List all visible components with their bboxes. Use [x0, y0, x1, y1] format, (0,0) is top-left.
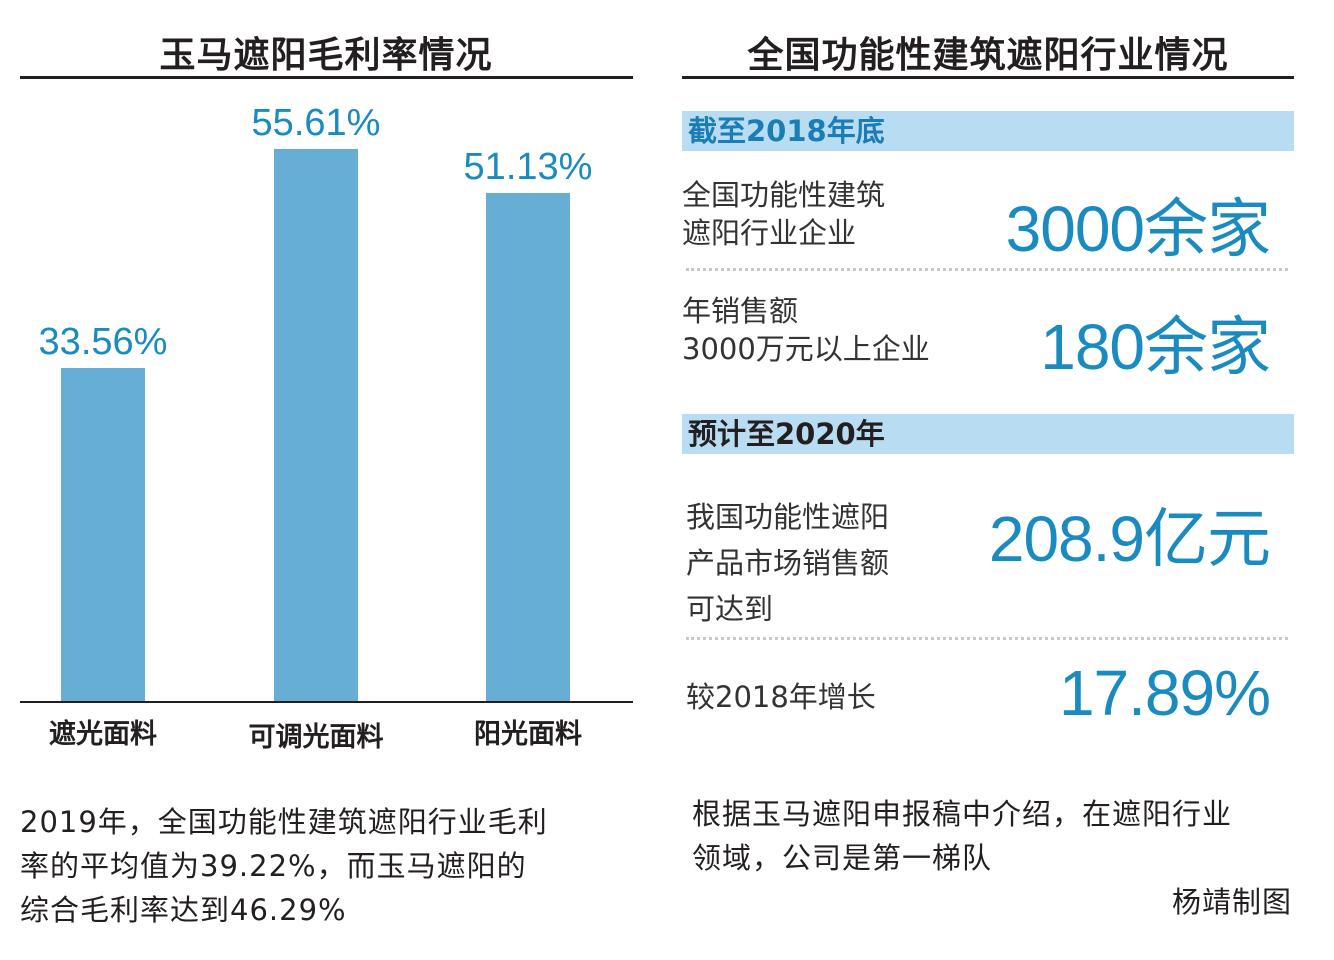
stat-value-enterprises: 3000余家 — [1005, 193, 1271, 265]
dotted-divider — [686, 637, 1288, 640]
right-title-rule — [682, 76, 1294, 79]
right-note-line: 领域，公司是第一梯队 — [692, 841, 993, 875]
stat-label-line: 3000万元以上企业 — [682, 332, 930, 366]
chart-credit: 杨靖制图 — [1171, 885, 1292, 919]
left-title-rule — [20, 76, 633, 79]
stat-label-growth: 较2018年增长 — [686, 680, 876, 714]
stat-label-large-enterprises: 年销售额 3000万元以上企业 — [682, 292, 930, 368]
bar-value-label: 51.13% — [463, 146, 593, 188]
stat-label-line: 可达到 — [686, 592, 774, 626]
stat-label-enterprises: 全国功能性建筑 遮阳行业企业 — [682, 176, 885, 252]
bar — [274, 149, 358, 701]
dotted-divider — [686, 268, 1288, 271]
right-note: 根据玉马遮阳申报稿中介绍，在遮阳行业 领域，公司是第一梯队 — [692, 792, 1312, 880]
stat-label-line: 我国功能性遮阳 — [686, 500, 890, 534]
chart-baseline — [20, 701, 633, 703]
right-note-line: 根据玉马遮阳申报稿中介绍，在遮阳行业 — [692, 797, 1233, 831]
category-label: 可调光面料 — [248, 722, 384, 753]
section-header-2018: 截至2018年底 — [682, 111, 1294, 151]
section-header-label: 预计至2020年 — [688, 417, 885, 451]
stat-label-line: 遮阳行业企业 — [682, 216, 857, 250]
stat-value-large-enterprises: 180余家 — [1040, 311, 1271, 383]
stat-label-market-size: 我国功能性遮阳 产品市场销售额 可达到 — [686, 494, 889, 632]
section-header-label: 截至2018年底 — [688, 114, 885, 148]
bar — [486, 193, 570, 701]
stat-label-line: 年销售额 — [682, 294, 799, 328]
right-panel-title: 全国功能性建筑遮阳行业情况 — [747, 35, 1229, 76]
left-note-line: 2019年，全国功能性建筑遮阳行业毛利 — [20, 805, 548, 839]
section-header-2020: 预计至2020年 — [682, 414, 1294, 454]
left-chart-title: 玉马遮阳毛利率情况 — [159, 35, 493, 76]
category-label: 遮光面料 — [49, 719, 157, 750]
left-note-line: 综合毛利率达到46.29% — [20, 893, 347, 927]
bar — [61, 368, 145, 701]
left-note-line: 率的平均值为39.22%，而玉马遮阳的 — [20, 849, 527, 883]
stat-label-line: 产品市场销售额 — [686, 546, 890, 580]
bar-value-label: 55.61% — [251, 102, 381, 144]
left-note: 2019年，全国功能性建筑遮阳行业毛利 率的平均值为39.22%，而玉马遮阳的 … — [20, 800, 640, 932]
stat-value-market-size: 208.9亿元 — [988, 503, 1271, 575]
bar-value-label: 33.56% — [38, 321, 168, 363]
stat-value-growth: 17.89% — [1058, 657, 1271, 729]
stat-label-line: 全国功能性建筑 — [682, 178, 886, 212]
category-label: 阳光面料 — [474, 719, 582, 750]
